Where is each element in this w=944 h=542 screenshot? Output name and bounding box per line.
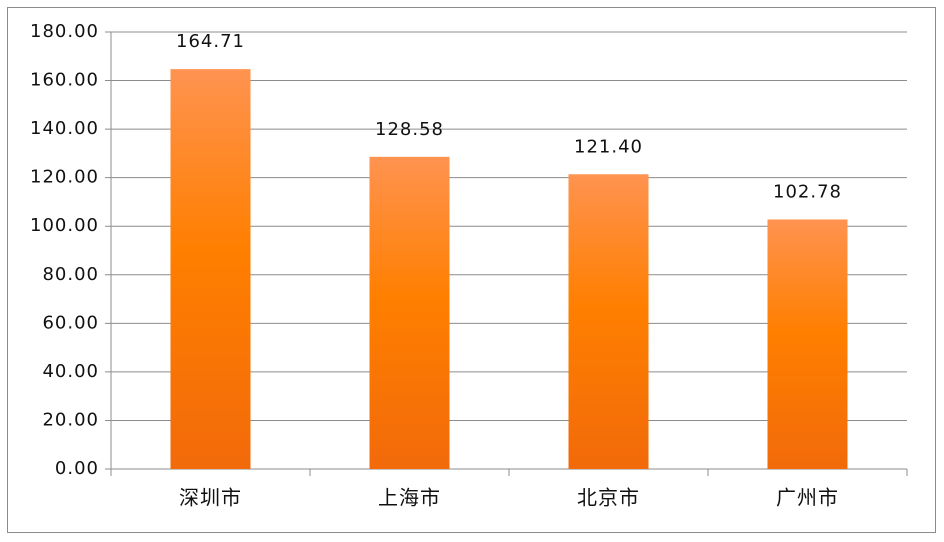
data-label: 121.40: [574, 136, 643, 157]
bar: [568, 174, 649, 470]
x-tick-label: 深圳市: [179, 486, 242, 510]
y-tick-label: 20.00: [42, 409, 99, 430]
bar: [170, 69, 251, 469]
data-label: 128.58: [375, 119, 444, 140]
x-tick-label: 北京市: [577, 486, 640, 510]
bar: [767, 219, 848, 469]
y-tick-label: 60.00: [42, 312, 99, 333]
y-tick-label: 100.00: [30, 215, 99, 236]
y-tick-label: 140.00: [30, 118, 99, 139]
x-tick-label: 上海市: [378, 486, 441, 510]
data-label: 164.71: [176, 31, 245, 52]
y-tick-label: 180.00: [30, 21, 99, 42]
bar: [369, 156, 450, 469]
y-tick-label: 0.00: [55, 458, 99, 479]
y-tick-label: 80.00: [42, 264, 99, 285]
data-label: 102.78: [773, 181, 842, 202]
x-tick-label: 广州市: [776, 486, 839, 510]
y-tick-label: 40.00: [42, 361, 99, 382]
y-tick-label: 120.00: [30, 167, 99, 188]
y-tick-label: 160.00: [30, 70, 99, 91]
